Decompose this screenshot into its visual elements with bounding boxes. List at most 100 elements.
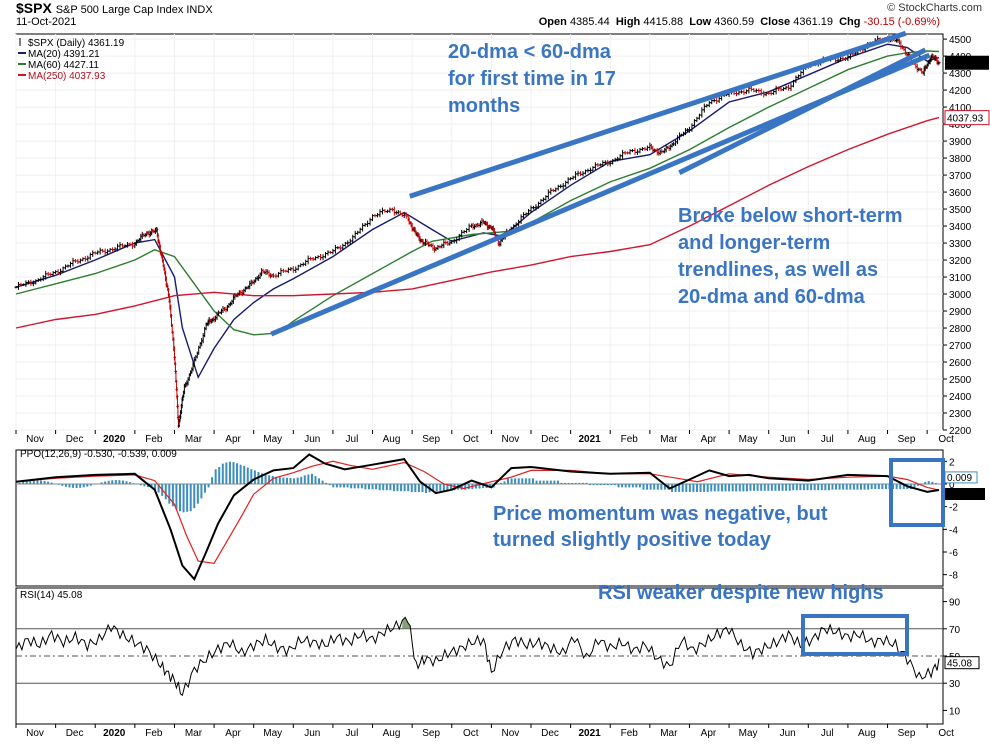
ppo-hist-bar — [817, 484, 820, 491]
legend-entry: MA(250) 4037.93 — [28, 71, 106, 82]
ppo-hist-bar — [624, 484, 627, 488]
ppo-hist-bar — [82, 484, 85, 488]
ppo-hist-bar — [678, 484, 681, 492]
annotation-ppo: turned slightly positive today — [493, 529, 772, 551]
price-y-tick-label: 4500 — [949, 35, 972, 46]
ppo-hist-bar — [685, 484, 688, 492]
price-y-tick-label: 2200 — [949, 426, 972, 437]
price-x-tick-label: Dec — [66, 434, 84, 445]
ppo-hist-bar — [303, 475, 306, 484]
ppo-hist-bar — [310, 473, 313, 484]
legend-entry: MA(60) 4427.11 — [28, 60, 99, 71]
ppo-y-tick-label: 2 — [949, 457, 955, 468]
ppo-hist-bar — [460, 484, 463, 490]
price-y-tick-label: 2800 — [949, 324, 972, 335]
ppo-hist-bar — [810, 484, 813, 491]
price-bar — [937, 61, 941, 65]
ppo-hist-bar — [253, 470, 256, 484]
ppo-hist-bar — [18, 482, 21, 484]
ppo-hist-bar — [79, 484, 82, 488]
price-y-tick-label: 2400 — [949, 392, 972, 403]
ppo-hist-bar — [357, 484, 360, 489]
ppo-hist-bar — [881, 484, 884, 490]
ppo-hist-bar — [499, 482, 502, 484]
ppo-hist-bar — [250, 469, 253, 484]
legend-entry: $SPX (Daily) 4361.19 — [28, 38, 125, 49]
ppo-hist-bar — [507, 478, 510, 484]
ppo-hist-bar — [339, 484, 342, 488]
price-y-tick-label: 3300 — [949, 239, 972, 250]
ppo-hist-bar — [503, 481, 506, 484]
ppo-hist-bar — [464, 484, 467, 490]
ppo-hist-bar — [728, 484, 731, 492]
ppo-line — [15, 453, 940, 582]
ppo-hist-bar — [542, 480, 545, 484]
ppo-hist-bar — [899, 484, 902, 490]
ppo-hist-bar — [449, 484, 452, 491]
ppo-hist-bar — [688, 484, 691, 492]
price-x-tick-label: Nov — [26, 434, 44, 445]
ppo-hist-bar — [674, 484, 677, 492]
ppo-hist-bar — [592, 484, 595, 486]
ppo-hist-bar — [735, 484, 738, 492]
ppo-y-tick-label: -2 — [949, 503, 958, 514]
rsi-x-tick-label: May — [263, 728, 282, 739]
ppo-hist-bar — [171, 484, 174, 507]
price-x-tick-label: Sep — [898, 434, 916, 445]
price-y-tick-label: 3100 — [949, 273, 972, 284]
price-x-tick-label: Nov — [501, 434, 519, 445]
ppo-hist-bar — [400, 484, 403, 492]
ppo-hist-bar — [225, 462, 228, 484]
ma250-value-text: 4037.93 — [947, 114, 984, 125]
rsi-x-tick-label: Aug — [858, 728, 876, 739]
price-x-tick-label: Sep — [422, 434, 440, 445]
ppo-hist-bar — [157, 484, 160, 493]
ppo-hist-bar — [47, 481, 50, 484]
price-y-tick-label: 4000 — [949, 120, 972, 131]
ppo-hist-bar — [350, 484, 353, 489]
ppo-hist-bar — [325, 482, 328, 484]
ppo-y-tick-label: -4 — [949, 525, 958, 536]
ppo-hist-bar — [788, 484, 791, 491]
ppo-hist-bar — [246, 467, 249, 484]
ppo-hist-bar — [642, 484, 645, 490]
annotation-rsi: RSI weaker despite new highs — [598, 582, 884, 604]
ppo-panel-frame — [15, 449, 944, 587]
chart-date: 11-Oct-2021 — [16, 16, 77, 28]
ppo-hist-bar — [232, 462, 235, 484]
ppo-hist-bar — [435, 484, 438, 492]
ppo-hist-bar — [717, 484, 720, 492]
ppo-hist-bar — [97, 483, 100, 484]
ppo-hist-bar — [749, 484, 752, 491]
ppo-hist-bar — [93, 484, 96, 485]
ppo-hist-bar — [414, 484, 417, 493]
ppo-hist-bar — [539, 480, 542, 484]
ppo-hist-bar — [867, 484, 870, 490]
ppo-hist-bar — [802, 484, 805, 491]
ppo-highlight-box — [889, 458, 945, 527]
ppo-hist-bar — [820, 484, 823, 491]
rsi-overbought-fill — [402, 617, 411, 629]
rsi-legend: RSI(14) 45.08 — [20, 590, 83, 601]
ppo-hist-bar — [271, 476, 274, 484]
ppo-hist-bar — [756, 484, 759, 491]
ppo-hist-bar — [421, 484, 424, 493]
annotation-trendline-break: and longer-term — [678, 232, 830, 254]
ppo-hist-bar — [364, 484, 367, 490]
last-price-text: 4361.19 — [947, 59, 984, 70]
ppo-hist-bar — [827, 484, 830, 491]
price-x-tick-label: Mar — [185, 434, 203, 445]
ppo-hist-bar — [913, 484, 916, 488]
ppo-hist-bar — [25, 481, 28, 484]
legend-entry: MA(20) 4391.21 — [28, 49, 100, 60]
annotation-trendline-break: trendlines, as well as — [678, 259, 878, 281]
ppo-y-tick-label: 0 — [949, 480, 955, 491]
ppo-hist-bar — [332, 484, 335, 488]
ppo-hist-bar — [389, 484, 392, 491]
ppo-hist-bar — [189, 484, 192, 512]
ppo-hist-bar — [731, 484, 734, 492]
ppo-hist-bar — [275, 476, 278, 484]
ppo-hist-bar — [285, 477, 288, 484]
annotation-ma-cross: 20-dma < 60-dma — [448, 41, 612, 63]
ppo-y-tick-label: -6 — [949, 548, 958, 559]
